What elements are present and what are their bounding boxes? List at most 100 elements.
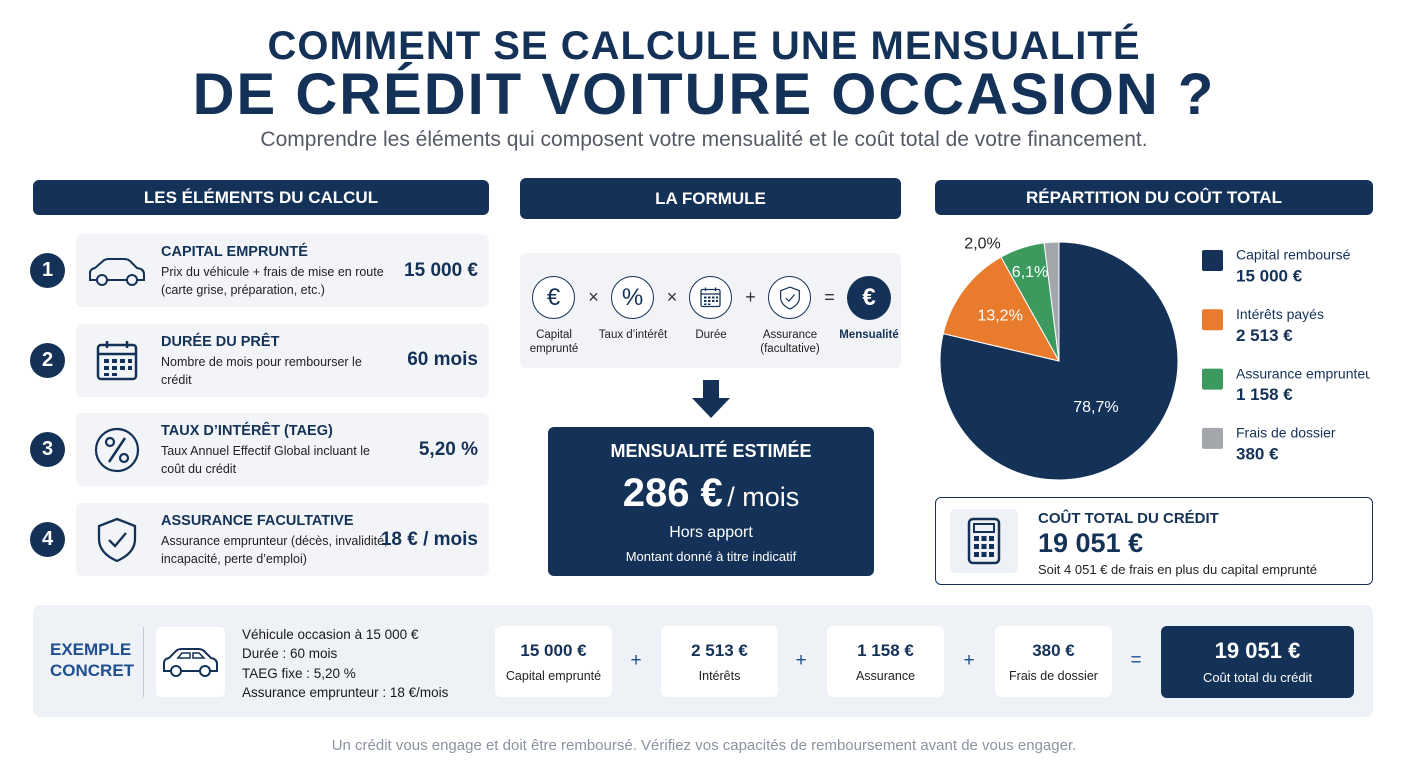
example-strip: EXEMPLE CONCRET Véhicule occasion à 15 0… xyxy=(33,605,1373,717)
legend-swatch xyxy=(1202,368,1223,390)
step-number: 2 xyxy=(30,342,65,378)
legend-amount: 380 € xyxy=(1236,444,1279,463)
percent-icon xyxy=(94,428,140,473)
element-value: 15 000 € xyxy=(404,259,478,281)
pie-slice xyxy=(1043,241,1060,362)
example-term-label: Frais de dossier xyxy=(1009,669,1098,683)
element-title: DURÉE DU PRÊT xyxy=(161,333,280,350)
legend-name: Assurance emprunteur xyxy=(1236,365,1370,381)
example-term-label: Capital emprunté xyxy=(505,669,602,683)
element-value: 18 € / mois xyxy=(380,528,478,550)
formula-icon xyxy=(768,276,811,319)
element-description: Prix du véhicule + frais de mise en rout… xyxy=(161,265,384,297)
legend-amount: 1 158 € xyxy=(1236,385,1293,404)
legend-swatch xyxy=(1202,309,1223,331)
example-detail: Assurance emprunteur : 18 €/mois xyxy=(242,684,449,700)
formula-operator: × xyxy=(588,287,599,307)
step-number: 1 xyxy=(30,253,65,288)
example-operator: + xyxy=(630,650,642,671)
title-line-2: DE CRÉDIT VOITURE OCCASION ? xyxy=(192,62,1216,127)
total-box: COÛT TOTAL DU CRÉDIT 19 051 € Soit 4 051… xyxy=(935,497,1373,585)
formula-label: Mensualité xyxy=(839,329,899,341)
example-detail: Durée : 60 mois xyxy=(242,646,338,662)
divider xyxy=(143,627,144,697)
estimate-note: Hors apport xyxy=(669,524,753,541)
car-icon xyxy=(163,648,218,677)
formula-icon: € xyxy=(532,276,575,319)
step-number: 4 xyxy=(30,522,65,558)
legend-name: Intérêts payés xyxy=(1236,306,1324,322)
formula-label: Taux d’intérêt xyxy=(598,329,668,341)
legend-amount: 2 513 € xyxy=(1236,326,1293,345)
formula-symbol: € xyxy=(546,283,561,311)
element-card: CAPITAL EMPRUNTÉ Prix du véhicule + frais… xyxy=(76,234,489,307)
formula-operator: × xyxy=(666,287,678,307)
pie-slice xyxy=(942,256,1060,362)
element-value: 60 mois xyxy=(407,349,478,371)
total-title: COÛT TOTAL DU CRÉDIT xyxy=(1038,510,1219,527)
formula-symbol: € xyxy=(862,284,876,311)
example-operator: + xyxy=(795,650,807,671)
example-term: 15 000 € Capital emprunté xyxy=(495,626,612,697)
estimate-title: MENSUALITÉ ESTIMÉE xyxy=(610,441,812,461)
element-card: DURÉE DU PRÊT Nombre de mois pour rembour… xyxy=(76,323,489,397)
example-operator: = xyxy=(1130,650,1142,671)
example-term-amount: 1 158 € xyxy=(857,641,914,660)
example-title: EXEMPLE CONCRET xyxy=(50,640,135,680)
calculator-icon xyxy=(967,517,1001,565)
element-title: CAPITAL EMPRUNTÉ xyxy=(161,244,308,260)
formula-icon xyxy=(689,276,732,319)
section-heading: LA FORMULE xyxy=(520,178,901,219)
shield-icon xyxy=(780,286,800,310)
example-term-amount: 380 € xyxy=(1032,641,1075,660)
legend-name: Capital remboursé xyxy=(1236,247,1351,263)
legend-swatch xyxy=(1202,250,1223,271)
example-term-label: Assurance xyxy=(855,669,916,683)
example-term-label: Intérêts xyxy=(698,669,741,683)
example-term: 380 € Frais de dossier xyxy=(995,626,1112,697)
pie-value-label: 2,0% xyxy=(964,236,1000,253)
element-card: ASSURANCE FACULTATIVE Assurance emprunteu… xyxy=(76,503,489,577)
element-card: TAUX D’INTÉRÊT (TAEG) Taux Annuel Effecti… xyxy=(76,413,489,487)
element-title: TAUX D’INTÉRÊT (TAEG) xyxy=(161,423,333,440)
formula-symbol: % xyxy=(621,283,644,311)
shield-icon xyxy=(97,517,137,563)
car-icon-box xyxy=(156,627,225,697)
example-term: 2 513 € Intérêts xyxy=(661,626,778,697)
estimate-amount: 286 € xyxy=(622,471,723,515)
estimate-box: MENSUALITÉ ESTIMÉE 286 € / mois Hors app… xyxy=(548,427,874,576)
formula-icon: € xyxy=(847,276,891,320)
legend-name: Frais de dossier xyxy=(1236,425,1336,441)
example-result: 19 051 € Coût total du crédit xyxy=(1161,626,1354,698)
formula-label: Assurance (facultative) xyxy=(760,329,820,355)
formula-label: Capital emprunté xyxy=(529,329,579,355)
formula-label: Durée xyxy=(695,329,727,341)
section-heading: RÉPARTITION DU COÛT TOTAL xyxy=(935,180,1373,215)
total-amount: 19 051 € xyxy=(1038,528,1144,558)
element-value: 5,20 % xyxy=(418,438,478,460)
calendar-icon xyxy=(700,287,721,308)
pie-chart: 78,7% Capital remboursé 15 000 € 13,2% Intér… xyxy=(939,236,1370,481)
legend-swatch xyxy=(1202,427,1223,449)
subtitle: Comprendre les éléments qui composent vo… xyxy=(260,128,1148,151)
total-note: Soit 4 051 € de frais en plus du capital… xyxy=(1038,562,1317,577)
arrow-down xyxy=(692,380,730,418)
element-description: Nombre de mois pour rembourser le crédit xyxy=(161,354,362,387)
car-icon xyxy=(89,258,145,286)
example-result-amount: 19 051 € xyxy=(1214,638,1301,663)
example-result-label: Coût total du crédit xyxy=(1202,670,1313,685)
example-term-amount: 2 513 € xyxy=(691,641,748,660)
example-details: Véhicule occasion à 15 000 € Durée : 60 m… xyxy=(242,625,448,702)
estimate-disclaimer: Montant donné à titre indicatif xyxy=(625,549,797,564)
section-heading: LES ÉLÉMENTS DU CALCUL xyxy=(33,180,489,215)
pie-value-label: 13,2% xyxy=(977,308,1022,325)
estimate-amount-line: 286 € / mois xyxy=(548,471,874,516)
example-term: 1 158 € Assurance xyxy=(827,626,944,697)
example-detail: Véhicule occasion à 15 000 € xyxy=(242,627,419,642)
pie-slice xyxy=(939,241,1179,481)
element-description: Taux Annuel Effectif Global incluant le … xyxy=(161,444,370,477)
legend-amount: 15 000 € xyxy=(1236,266,1303,285)
calculator-icon-box xyxy=(950,509,1018,573)
formula-operator: + xyxy=(745,287,756,307)
